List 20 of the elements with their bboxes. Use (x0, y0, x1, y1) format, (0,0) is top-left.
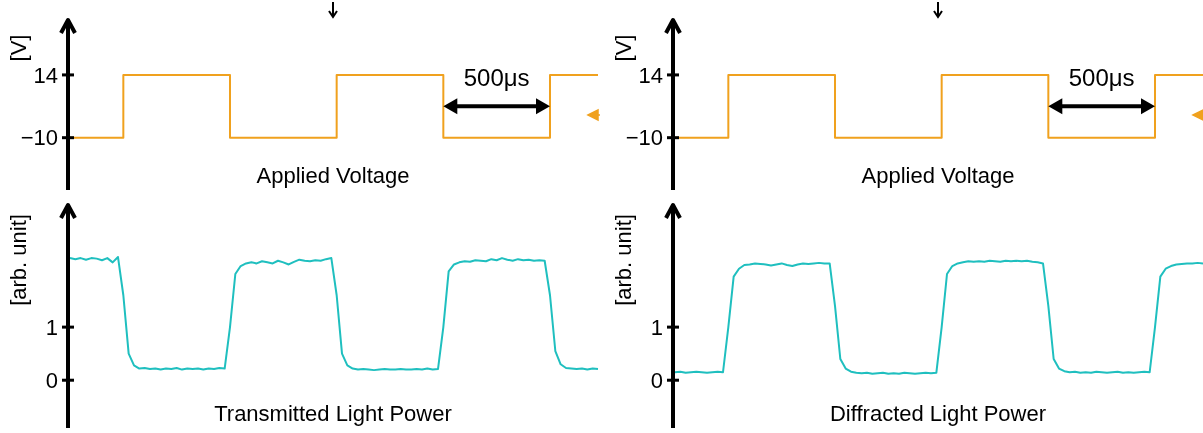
text: Diffracted Light Power (829, 401, 1047, 426)
y-axis-title: [arb. unit] (611, 214, 636, 306)
y-tick-label: −10 (20, 125, 58, 151)
annotation: 500μs (1068, 64, 1135, 92)
y-tick-label: 0 (650, 367, 663, 393)
y-tick-label: 1 (650, 314, 663, 340)
line-series (674, 259, 1203, 375)
line-series (69, 256, 599, 372)
y-axis-title: [V] (611, 34, 636, 62)
text: Transmitted Light Power (214, 401, 452, 426)
y-tick-label: −10 (625, 125, 663, 151)
text: Applied Voltage (861, 163, 1015, 188)
annotation: 500μs (463, 64, 530, 92)
y-axis-title: [V] (6, 34, 31, 62)
y-tick-label: 0 (45, 367, 58, 393)
text: Applied Voltage (256, 163, 410, 188)
y-tick-label: 1 (45, 314, 58, 340)
y-tick-label: 14 (33, 62, 58, 88)
y-tick-label: 14 (638, 62, 663, 88)
y-axis-title: [arb. unit] (6, 214, 31, 306)
